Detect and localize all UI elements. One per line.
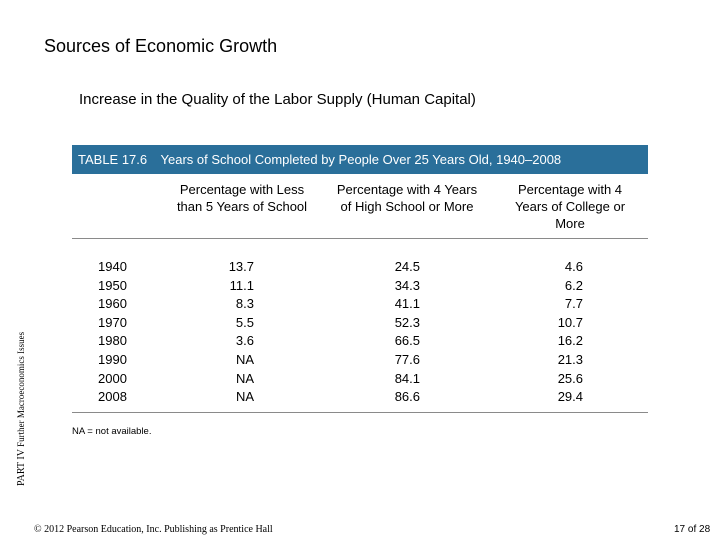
- less-than-5-cell: 8.3: [235, 296, 254, 312]
- year-cell: 1990: [98, 351, 127, 367]
- high-school-cell: 34.3: [394, 277, 420, 293]
- high-school-cell: 77.6: [394, 351, 420, 367]
- part-side-label: PART IV Further Macroeconomics Issues: [16, 332, 27, 486]
- high-school-cell: 41.1: [394, 296, 420, 312]
- college-cell: 29.4: [557, 389, 583, 405]
- header-divider: [72, 238, 648, 239]
- college-cell: 7.7: [564, 296, 583, 312]
- high-school-cell: 66.5: [394, 333, 420, 349]
- less-than-5-cell: 13.7: [228, 259, 254, 274]
- less-than-5-cell: 5.5: [235, 314, 254, 330]
- year-cell: 1950: [98, 277, 127, 293]
- college-cell: 21.3: [557, 351, 583, 367]
- college-column: 4.6 6.2 7.7 10.7 16.2 21.3 25.6 29.4: [530, 258, 583, 407]
- college-cell: 6.2: [564, 277, 583, 293]
- part-section: Further Macroeconomics Issues: [16, 331, 26, 447]
- less-than-5-cell: 3.6: [235, 333, 254, 349]
- high-school-column: 24.5 34.3 41.1 52.3 66.5 77.6 84.1 86.6: [366, 258, 420, 407]
- copyright: © 2012 Pearson Education, Inc. Publishin…: [34, 524, 273, 535]
- column-header-college: Percentage with 4 Years of College or Mo…: [514, 182, 626, 231]
- college-cell: 25.6: [557, 370, 583, 386]
- year-cell: 1980: [98, 333, 127, 349]
- high-school-cell: 24.5: [394, 259, 420, 274]
- year-cell: 1970: [98, 314, 127, 330]
- table-note: NA = not available.: [72, 426, 152, 437]
- high-school-cell: 52.3: [394, 314, 420, 330]
- year-column: 1940 1950 1960 1970 1980 1990 2000 2008: [98, 258, 127, 407]
- part-number: PART IV: [16, 449, 27, 486]
- slide-subtitle: Increase in the Quality of the Labor Sup…: [79, 91, 476, 108]
- less-than-5-cell: 11.1: [229, 277, 254, 293]
- high-school-cell: 86.6: [394, 389, 420, 405]
- year-cell: 2008: [98, 389, 127, 405]
- college-cell: 4.6: [564, 259, 583, 274]
- less-than-5-cell: NA: [235, 389, 254, 405]
- column-header-less-than-5: Percentage with Less than 5 Years of Sch…: [176, 182, 308, 214]
- page-number: 17 of 28: [674, 524, 711, 535]
- less-than-5-column: 13.7 11.1 8.3 5.5 3.6 NA NA NA: [200, 258, 254, 407]
- table-header: TABLE 17.6 Years of School Completed by …: [72, 145, 648, 174]
- table-caption: Years of School Completed by People Over…: [160, 152, 562, 167]
- table-bottom-divider: [72, 412, 648, 413]
- college-cell: 16.2: [557, 333, 583, 349]
- less-than-5-cell: NA: [235, 370, 254, 386]
- year-cell: 1960: [98, 296, 127, 312]
- high-school-cell: 84.1: [394, 370, 420, 386]
- college-cell: 10.7: [557, 314, 583, 330]
- column-header-high-school: Percentage with 4 Years of High School o…: [336, 182, 478, 214]
- year-cell: 1940: [98, 259, 127, 274]
- slide-title: Sources of Economic Growth: [44, 36, 278, 56]
- table-number: TABLE 17.6: [78, 152, 148, 167]
- year-cell: 2000: [98, 370, 127, 386]
- less-than-5-cell: NA: [235, 351, 254, 367]
